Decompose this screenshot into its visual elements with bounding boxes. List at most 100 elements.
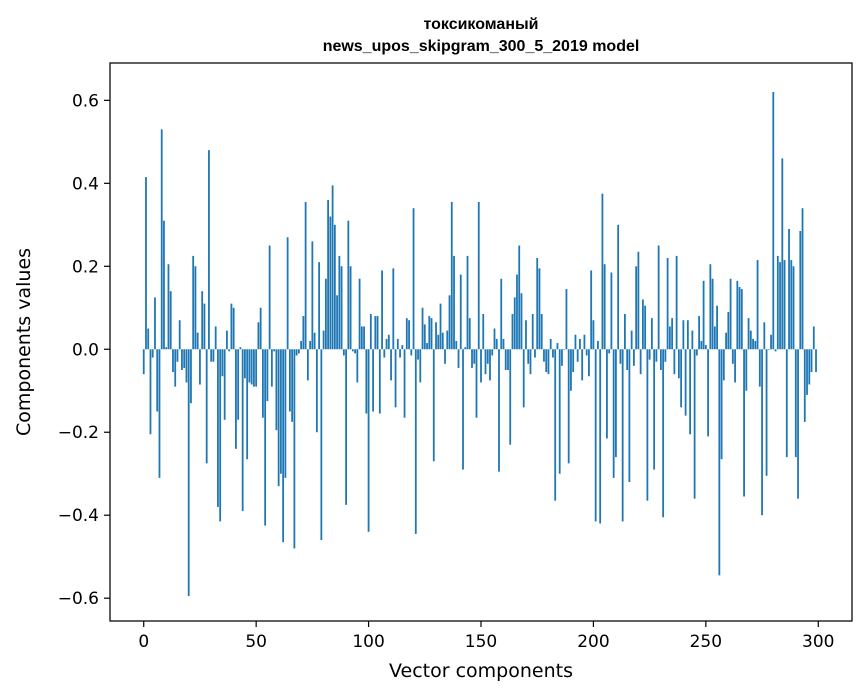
bar bbox=[181, 349, 183, 370]
bar bbox=[383, 349, 386, 358]
bar bbox=[761, 349, 763, 516]
bar bbox=[477, 201, 480, 350]
bar bbox=[552, 349, 554, 358]
bar bbox=[235, 349, 237, 449]
x-tick-label: 0 bbox=[138, 632, 149, 652]
y-tick-label: −0.4 bbox=[58, 506, 99, 526]
bar bbox=[257, 322, 260, 350]
bar bbox=[740, 289, 743, 350]
bar bbox=[226, 330, 228, 350]
bar bbox=[639, 349, 642, 375]
bar bbox=[502, 338, 505, 350]
bar bbox=[682, 320, 685, 350]
y-tick-label: 0.4 bbox=[72, 174, 99, 194]
y-tick-label: 0.6 bbox=[72, 91, 99, 111]
bar bbox=[763, 322, 766, 350]
bar bbox=[583, 334, 586, 350]
bar bbox=[288, 349, 291, 412]
bar bbox=[423, 324, 426, 350]
bar bbox=[347, 220, 350, 350]
bar bbox=[295, 349, 298, 356]
bar bbox=[774, 349, 777, 352]
bar bbox=[707, 349, 709, 437]
bar bbox=[738, 287, 741, 350]
bar bbox=[731, 349, 734, 364]
bar bbox=[650, 318, 653, 350]
bar bbox=[637, 251, 640, 350]
bar bbox=[736, 280, 739, 350]
bar bbox=[356, 349, 359, 383]
bar bbox=[426, 343, 428, 350]
bar bbox=[558, 349, 561, 474]
bar bbox=[570, 349, 572, 391]
bar bbox=[538, 268, 541, 350]
bar bbox=[270, 349, 273, 387]
bar bbox=[405, 318, 408, 350]
bar bbox=[576, 349, 579, 362]
bar bbox=[810, 349, 813, 373]
bar bbox=[203, 303, 206, 350]
bar bbox=[394, 349, 397, 408]
bar bbox=[187, 349, 190, 597]
bar bbox=[232, 307, 235, 350]
y-axis-label: Components values bbox=[13, 248, 35, 436]
bar bbox=[686, 320, 689, 350]
bar bbox=[268, 245, 271, 350]
bar bbox=[473, 349, 476, 364]
y-axis-ticks: −0.6 −0.4 −0.2 0.0 0.2 0.4 0.6 bbox=[58, 91, 110, 609]
bar bbox=[747, 318, 750, 350]
bar bbox=[713, 326, 716, 350]
bar bbox=[194, 266, 197, 350]
bar bbox=[709, 264, 712, 350]
bar bbox=[230, 303, 233, 350]
bar bbox=[248, 349, 251, 383]
bar bbox=[482, 314, 485, 350]
bar bbox=[668, 326, 671, 350]
bar bbox=[441, 332, 444, 350]
bar bbox=[516, 274, 518, 350]
bar bbox=[190, 349, 192, 404]
bar bbox=[419, 349, 422, 383]
bar bbox=[178, 320, 181, 350]
bar bbox=[154, 297, 156, 350]
bar bbox=[428, 316, 431, 350]
bar bbox=[199, 349, 201, 385]
x-axis-ticks: 0 50 100 150 200 250 300 bbox=[138, 621, 834, 652]
bar bbox=[163, 220, 165, 350]
bar bbox=[549, 338, 552, 350]
bar bbox=[313, 332, 316, 350]
bar bbox=[803, 349, 806, 422]
bar bbox=[671, 318, 674, 350]
bar bbox=[754, 340, 757, 350]
bar bbox=[592, 320, 595, 350]
bar bbox=[318, 262, 321, 350]
bar bbox=[509, 349, 512, 445]
bar bbox=[455, 340, 458, 350]
bar bbox=[448, 295, 451, 350]
bar bbox=[412, 208, 415, 350]
bar bbox=[372, 349, 374, 412]
bar bbox=[244, 349, 246, 379]
bar bbox=[770, 334, 772, 350]
bar bbox=[581, 349, 584, 381]
bar bbox=[700, 340, 703, 350]
bar bbox=[574, 334, 577, 350]
bar bbox=[142, 349, 145, 375]
bar bbox=[387, 334, 390, 350]
chart-title-line-2: news_upos_skipgram_300_5_2019 model bbox=[323, 38, 640, 55]
bar bbox=[725, 332, 727, 350]
bar bbox=[291, 349, 294, 422]
chart-title-line-1: токсикоманый bbox=[424, 16, 539, 33]
bar bbox=[547, 349, 550, 375]
bar bbox=[414, 349, 417, 534]
bar bbox=[815, 349, 817, 373]
bar bbox=[518, 245, 521, 350]
bar bbox=[212, 349, 215, 362]
bar bbox=[329, 216, 332, 350]
bar bbox=[734, 349, 736, 383]
bar bbox=[201, 291, 204, 350]
bar bbox=[608, 349, 611, 354]
bar bbox=[646, 349, 649, 501]
bar bbox=[572, 349, 575, 373]
x-tick-label: 100 bbox=[352, 632, 384, 652]
